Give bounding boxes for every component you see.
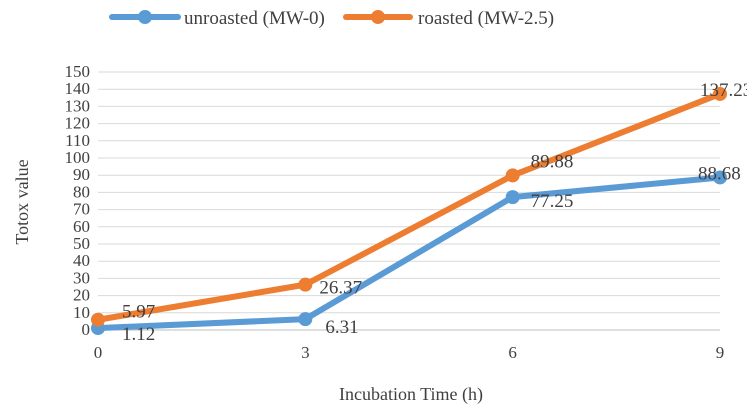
y-tick-label: 70 bbox=[73, 200, 90, 219]
data-point bbox=[713, 86, 727, 101]
legend-label-unroasted: unroasted (MW-0) bbox=[184, 8, 325, 29]
series-line-unroasted bbox=[95, 174, 723, 332]
y-tick-label: 120 bbox=[65, 114, 91, 133]
y-tick-label: 40 bbox=[73, 251, 90, 270]
y-tick-label: 60 bbox=[73, 217, 90, 236]
data-label: 26.37 bbox=[319, 278, 362, 299]
data-label: 137.23 bbox=[700, 80, 747, 101]
x-tick-label: 9 bbox=[716, 343, 725, 362]
legend-swatch-roasted-marker bbox=[371, 10, 385, 24]
x-tick-label: 3 bbox=[301, 343, 310, 362]
y-tick-label: 50 bbox=[73, 234, 90, 253]
data-label: 89.88 bbox=[531, 151, 574, 172]
data-label: 1.12 bbox=[122, 324, 155, 345]
legend-label-roasted: roasted (MW-2.5) bbox=[418, 8, 554, 29]
y-tick-label: 0 bbox=[82, 320, 91, 339]
data-point bbox=[298, 312, 313, 327]
x-axis-ticks: 0 3 6 9 bbox=[94, 343, 725, 362]
legend-swatch-unroasted-marker bbox=[138, 10, 152, 24]
x-axis-label: Incubation Time (h) bbox=[339, 384, 483, 405]
data-label: 5.97 bbox=[122, 302, 155, 323]
data-point bbox=[298, 277, 313, 292]
y-axis-label: Totox value bbox=[12, 159, 32, 244]
legend-item-unroasted: unroasted (MW-0) bbox=[109, 8, 325, 29]
x-tick-label: 6 bbox=[508, 343, 517, 362]
data-point bbox=[91, 312, 105, 327]
data-label: 6.31 bbox=[325, 317, 358, 338]
y-tick-label: 10 bbox=[73, 303, 90, 322]
legend: unroasted (MW-0) roasted (MW-2.5) bbox=[109, 8, 554, 29]
data-labels: 1.12 6.31 77.25 88.68 5.97 26.37 89.88 137.23 bbox=[122, 80, 747, 345]
y-tick-label: 80 bbox=[73, 182, 90, 201]
y-tick-label: 110 bbox=[65, 131, 90, 150]
series bbox=[91, 86, 727, 336]
y-tick-label: 100 bbox=[65, 148, 91, 167]
y-tick-label: 130 bbox=[65, 96, 91, 115]
series-line-roasted bbox=[95, 90, 723, 323]
gridlines bbox=[98, 71, 720, 331]
x-tick-label: 0 bbox=[94, 343, 103, 362]
y-tick-label: 30 bbox=[73, 268, 90, 287]
legend-item-roasted: roasted (MW-2.5) bbox=[343, 8, 554, 29]
y-tick-label: 140 bbox=[65, 79, 91, 98]
data-point bbox=[713, 170, 727, 185]
y-tick-label: 150 bbox=[65, 62, 91, 81]
y-tick-label: 90 bbox=[73, 165, 90, 184]
y-tick-label: 20 bbox=[73, 286, 90, 305]
data-label: 88.68 bbox=[698, 163, 741, 184]
data-label: 77.25 bbox=[531, 191, 574, 212]
data-point bbox=[505, 168, 520, 183]
data-point bbox=[505, 190, 520, 205]
